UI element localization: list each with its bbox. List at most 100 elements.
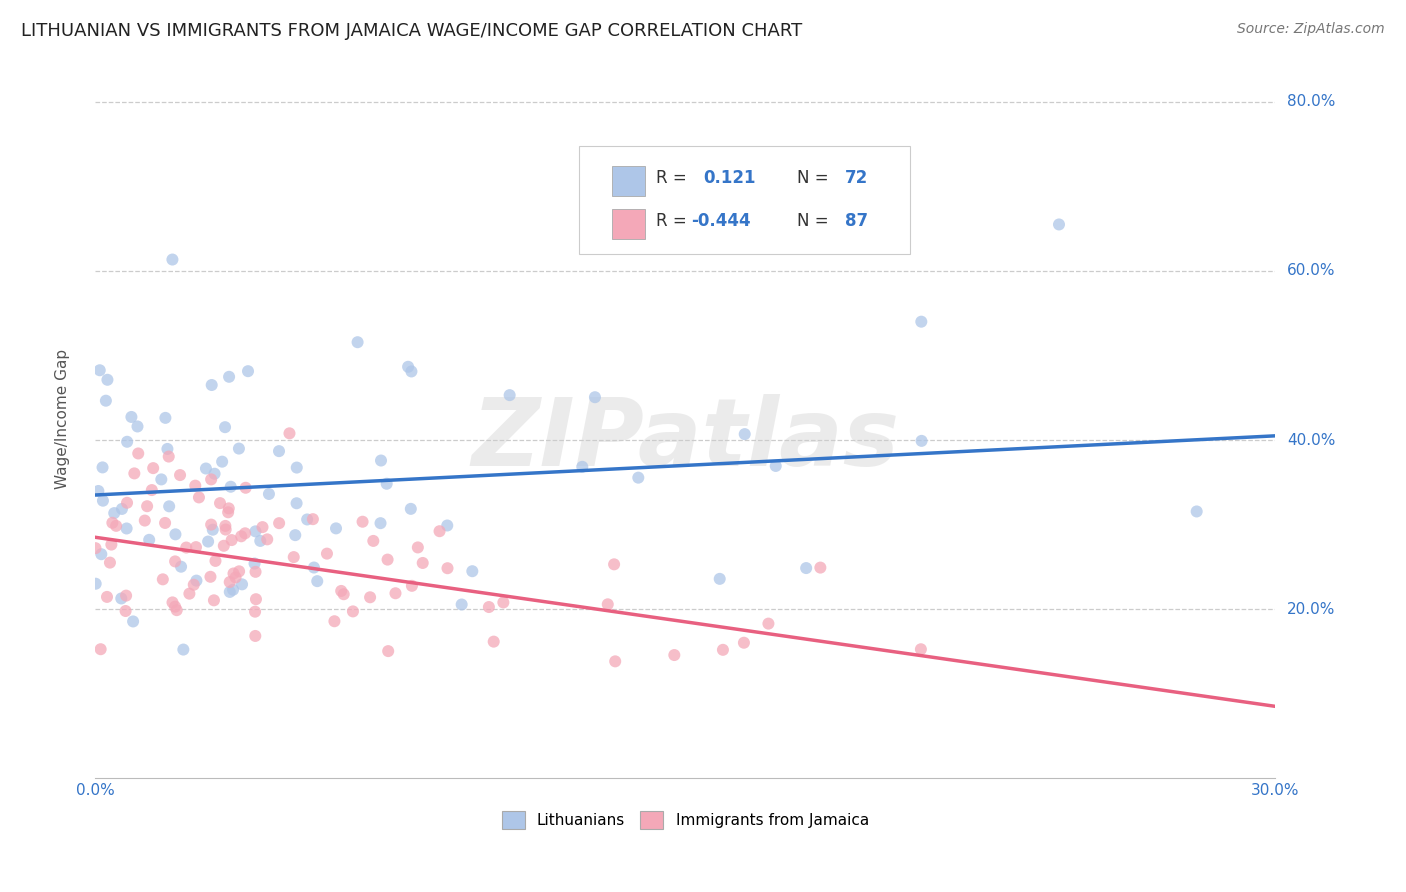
Point (295, 512, 318, 526)
Point (114, 604, 136, 618)
Point (478, 600, 501, 615)
Point (84, 541, 107, 556)
Point (221, 533, 243, 547)
Point (194, 461, 217, 475)
Point (346, 335, 368, 350)
Point (1047, 218, 1070, 232)
Point (214, 519, 236, 533)
Point (808, 560, 831, 574)
Point (91, 460, 114, 475)
Point (910, 434, 932, 448)
Point (184, 478, 207, 492)
Point (214, 523, 236, 537)
Point (153, 516, 176, 530)
Point (370, 516, 392, 531)
Point (436, 518, 458, 533)
Legend: Lithuanians, Immigrants from Jamaica: Lithuanians, Immigrants from Jamaica (496, 805, 875, 835)
Point (285, 460, 308, 475)
Point (183, 578, 205, 592)
Point (222, 566, 245, 581)
Text: 40.0%: 40.0% (1286, 433, 1336, 448)
Point (429, 524, 451, 539)
Point (596, 597, 619, 611)
Point (450, 598, 472, 612)
Point (136, 500, 159, 514)
Point (179, 587, 201, 601)
Point (94, 393, 117, 408)
Point (910, 315, 932, 329)
Point (200, 472, 222, 486)
Point (758, 616, 780, 631)
Point (359, 591, 381, 605)
Point (201, 378, 224, 392)
Point (482, 634, 505, 648)
Point (406, 541, 429, 555)
Text: 20.0%: 20.0% (1286, 601, 1336, 616)
Point (396, 359, 419, 374)
Text: 80.0%: 80.0% (1286, 95, 1336, 110)
Point (218, 585, 240, 599)
Point (236, 364, 259, 378)
Point (90, 547, 112, 561)
Point (352, 515, 374, 529)
Point (98, 556, 121, 570)
Text: 87: 87 (845, 212, 868, 230)
Point (614, 158, 637, 172)
Point (165, 527, 187, 541)
Point (115, 521, 138, 535)
Point (910, 642, 932, 657)
Point (110, 591, 132, 606)
Point (165, 599, 187, 614)
Point (399, 501, 422, 516)
Point (157, 500, 180, 514)
Text: 0.121: 0.121 (703, 169, 755, 187)
Point (90, 642, 112, 657)
Point (284, 528, 307, 542)
Point (186, 574, 208, 588)
Point (197, 534, 219, 549)
Text: N =: N = (797, 212, 830, 230)
Point (169, 468, 191, 483)
Point (231, 529, 253, 543)
Point (219, 480, 242, 494)
Point (461, 564, 484, 578)
Point (188, 491, 211, 505)
FancyBboxPatch shape (612, 166, 645, 196)
Point (100, 538, 122, 552)
Point (115, 496, 138, 510)
Point (96, 590, 118, 604)
Point (733, 636, 755, 650)
Point (142, 461, 165, 475)
Point (134, 514, 156, 528)
Point (202, 593, 225, 607)
Point (384, 586, 406, 600)
Point (283, 550, 305, 565)
Point (170, 559, 193, 574)
Point (245, 565, 267, 579)
Point (245, 629, 267, 643)
Point (285, 496, 308, 510)
Point (235, 481, 257, 495)
Point (218, 575, 240, 590)
Point (256, 533, 278, 547)
Point (377, 644, 399, 658)
Text: 72: 72 (845, 169, 868, 187)
Point (184, 540, 207, 554)
Point (412, 556, 434, 570)
Point (709, 572, 731, 586)
Point (212, 539, 235, 553)
Point (498, 388, 520, 402)
Point (233, 526, 256, 541)
Point (89, 363, 111, 377)
Point (231, 577, 253, 591)
Point (120, 409, 142, 424)
Point (222, 582, 245, 597)
Point (204, 467, 226, 481)
Point (218, 369, 240, 384)
Text: R =: R = (655, 169, 686, 187)
Text: ZIPatlas: ZIPatlas (471, 394, 900, 486)
Point (122, 615, 145, 629)
Point (174, 541, 197, 555)
Point (115, 434, 138, 449)
Point (162, 595, 184, 609)
